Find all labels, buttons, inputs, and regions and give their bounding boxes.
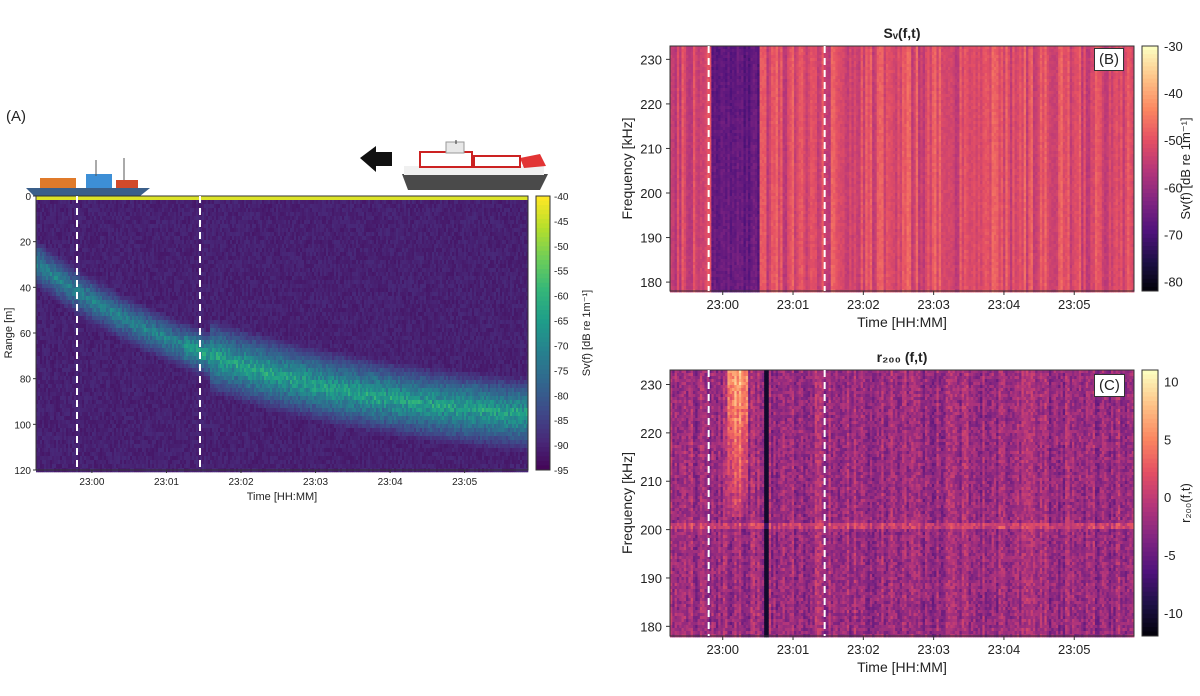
chart-title: r₂₀₀ (f,t)	[877, 349, 928, 365]
colorbar-tick-label: -60	[554, 292, 569, 303]
y-tick-label: 80	[20, 375, 32, 386]
y-axis-label: Range [m]	[3, 308, 15, 359]
plot-frame	[669, 45, 1135, 292]
x-tick-label: 23:05	[452, 477, 477, 488]
y-tick-label: 210	[640, 141, 662, 156]
colorbar-tick-label: -40	[1164, 86, 1183, 101]
colorbar-tick-label: 5	[1164, 432, 1171, 447]
spectrogram-cells	[670, 46, 1135, 293]
y-tick-label: 180	[640, 275, 662, 290]
y-tick-label: 180	[640, 619, 662, 634]
colorbar-tick-label: -70	[554, 341, 569, 352]
colorbar	[1142, 46, 1158, 292]
colorbar-tick-label: -30	[1164, 39, 1183, 54]
y-tick-label: 220	[640, 97, 662, 112]
colorbar-tick-label: -90	[554, 441, 569, 452]
panel-b-label: (B)	[1094, 48, 1124, 71]
colorbar-tick-label: -85	[554, 416, 569, 427]
chart-title: Sᵥ(f,t)	[884, 28, 921, 41]
y-tick-label: 60	[20, 329, 32, 340]
x-tick-label: 23:04	[988, 642, 1021, 657]
x-tick-label: 23:04	[378, 477, 403, 488]
panel-a-label: (A)	[6, 108, 26, 125]
echogram-cells	[36, 196, 529, 473]
panel-c-label: (C)	[1094, 374, 1125, 397]
colorbar-frame	[1141, 369, 1159, 637]
y-tick-label: 190	[640, 571, 662, 586]
y-tick-label: 200	[640, 523, 662, 538]
x-axis-label: Time [HH:MM]	[247, 491, 317, 503]
colorbar-label: Sv(f) [dB re 1m⁻¹]	[581, 290, 593, 377]
colorbar-tick-label: -10	[1164, 606, 1183, 621]
panel-a-echogram: 0 20 40 60 80 100 120 23:00 23:01 23:02 23:03 23:04…	[3, 140, 593, 503]
x-tick-label: 23:00	[79, 477, 104, 488]
colorbar-label: Sv(f) [dB re 1m⁻¹]	[1178, 117, 1193, 219]
x-tick-label: 23:01	[154, 477, 179, 488]
x-tick-label: 23:03	[303, 477, 328, 488]
colorbar-tick-label: 10	[1164, 375, 1178, 390]
x-tick-label: 23:03	[917, 642, 950, 657]
colorbar-tick-label: -95	[554, 466, 569, 477]
x-tick-label: 23:05	[1058, 297, 1091, 312]
y-axis-label: Frequency [kHz]	[619, 118, 635, 220]
colorbar-frame	[535, 195, 551, 471]
x-tick-label: 23:03	[917, 297, 950, 312]
colorbar-tick-label: -45	[554, 217, 569, 228]
colorbar-tick-label: 0	[1164, 490, 1171, 505]
y-tick-label: 200	[640, 186, 662, 201]
direction-arrow-icon	[360, 146, 392, 172]
x-tick-label: 23:02	[847, 297, 880, 312]
colorbar-label: r₂₀₀(f,t)	[1178, 483, 1193, 523]
y-axis-label: Frequency [kHz]	[619, 452, 635, 554]
colorbar-tick-label: -70	[1164, 227, 1183, 242]
plot-frame	[669, 369, 1135, 637]
spectrogram-cells	[670, 370, 1135, 638]
y-tick-label: 210	[640, 474, 662, 489]
x-tick-label: 23:02	[847, 642, 880, 657]
y-tick-label: 220	[640, 426, 662, 441]
y-tick-label: 120	[14, 466, 31, 477]
colorbar-tick-label: -80	[1164, 275, 1183, 290]
colorbar-tick-label: -50	[1164, 133, 1183, 148]
colorbar-tick-label: -55	[554, 267, 569, 278]
x-tick-label: 23:05	[1058, 642, 1091, 657]
x-tick-label: 23:01	[777, 642, 810, 657]
colorbar-tick-label: -75	[554, 366, 569, 377]
y-tick-label: 0	[25, 192, 31, 203]
colorbar-tick-label: -80	[554, 391, 569, 402]
colorbar-frame	[1141, 45, 1159, 292]
y-tick-label: 190	[640, 231, 662, 246]
research-vessel-icon	[402, 140, 548, 190]
y-tick-label: 20	[20, 238, 32, 249]
colorbar-tick-label: -65	[554, 317, 569, 328]
fishing-boat-icon	[26, 158, 150, 196]
y-tick-label: 230	[640, 52, 662, 67]
colorbar	[1142, 370, 1158, 637]
y-tick-label: 100	[14, 420, 31, 431]
y-tick-label: 230	[640, 378, 662, 393]
x-tick-label: 23:04	[988, 297, 1021, 312]
colorbar	[536, 196, 550, 471]
x-tick-label: 23:00	[706, 297, 739, 312]
x-axis-label: Time [HH:MM]	[857, 314, 947, 330]
panel-b-sv-spectrum: Sᵥ(f,t) 180 190 200 210 220 230 23:00 23:01 23:02…	[619, 28, 1193, 330]
x-tick-label: 23:02	[228, 477, 253, 488]
colorbar-tick-label: -50	[554, 242, 569, 253]
y-tick-label: 40	[20, 283, 32, 294]
panel-c-r200-spectrum: r₂₀₀ (f,t) 180 190 200 210 220 230 23:00 23:01 23…	[619, 349, 1193, 675]
x-tick-label: 23:01	[777, 297, 810, 312]
x-tick-label: 23:00	[706, 642, 739, 657]
colorbar-tick-label: -40	[554, 192, 569, 203]
colorbar-tick-label: -60	[1164, 180, 1183, 195]
x-axis-label: Time [HH:MM]	[857, 659, 947, 675]
colorbar-tick-label: -5	[1164, 548, 1176, 563]
